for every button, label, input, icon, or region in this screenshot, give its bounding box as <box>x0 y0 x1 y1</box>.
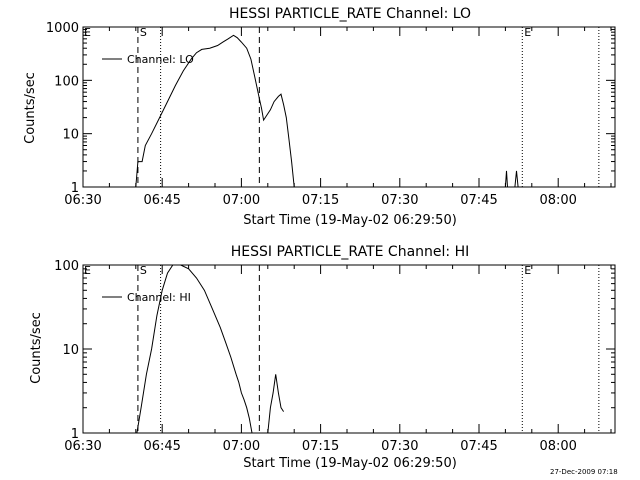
y-tick-label: 1000 <box>46 21 79 36</box>
marker-label: E <box>524 26 531 39</box>
marker-label: S <box>140 264 147 277</box>
hi-channel-panel: HESSI PARTICLE_RATE Channel: HI 1 10 100 06:… <box>29 244 616 471</box>
series-line <box>504 170 508 188</box>
corner-marker-label: E <box>84 264 91 277</box>
x-tick-label: 07:15 <box>302 439 339 454</box>
x-tick-label: 07:15 <box>302 193 339 208</box>
y-tick-label: 10 <box>62 343 79 358</box>
series-line <box>135 34 295 188</box>
footer-timestamp: 27-Dec-2009 07:18 <box>550 468 618 476</box>
y-axis-label: Counts/sec <box>29 312 44 384</box>
marker-label: E <box>524 264 531 277</box>
x-tick-label: 08:00 <box>539 439 576 454</box>
y-tick-label: 100 <box>54 74 79 89</box>
x-tick-label: 07:00 <box>223 193 260 208</box>
x-tick-label: 08:00 <box>539 193 576 208</box>
x-tick-label: 07:00 <box>223 439 260 454</box>
legend-label: Channel: LO <box>127 53 194 66</box>
x-tick-label: 06:45 <box>143 439 180 454</box>
chart-title: HESSI PARTICLE_RATE Channel: LO <box>229 6 471 22</box>
x-tick-label: 07:30 <box>381 439 418 454</box>
x-tick-label: 07:30 <box>381 193 418 208</box>
y-tick-label: 1 <box>71 181 79 196</box>
y-tick-label: 100 <box>54 259 79 274</box>
y-tick-label: 10 <box>62 128 79 143</box>
x-tick-label: 06:45 <box>143 193 180 208</box>
x-axis-label: Start Time (19-May-02 06:29:50) <box>243 456 457 471</box>
x-tick-label: 07:45 <box>460 439 497 454</box>
y-tick-label: 1 <box>71 427 79 442</box>
chart-title: HESSI PARTICLE_RATE Channel: HI <box>231 244 469 260</box>
x-tick-label: 06:30 <box>64 193 101 208</box>
marker-label: S <box>140 26 147 39</box>
y-axis-label: Counts/sec <box>23 72 38 144</box>
series-line <box>267 374 285 434</box>
x-tick-label: 07:45 <box>460 193 497 208</box>
series-line <box>514 170 519 188</box>
plot-frame <box>82 26 616 188</box>
lo-channel-panel: HESSI PARTICLE_RATE Channel: LO 1 10 100 100… <box>23 6 616 228</box>
x-tick-label: 06:30 <box>64 439 101 454</box>
legend-label: Channel: HI <box>127 291 191 304</box>
x-axis-label: Start Time (19-May-02 06:29:50) <box>243 213 457 228</box>
corner-marker-label: E <box>84 26 91 39</box>
series-line <box>136 264 253 434</box>
